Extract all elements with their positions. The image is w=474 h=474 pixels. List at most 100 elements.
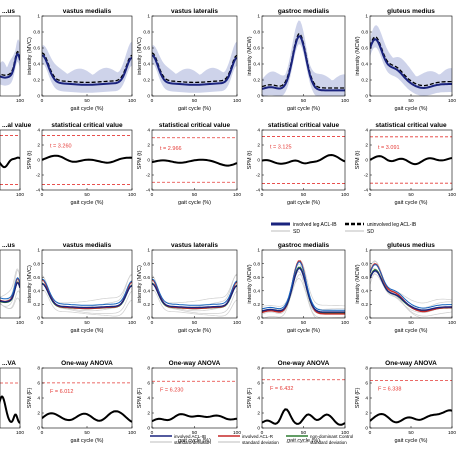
spm-curve [42,154,132,164]
alt-line [42,278,132,306]
y-tick-label: 2 [37,411,40,417]
legend-top-sd-label: SD [293,229,300,235]
legend-bottom-b-label: involved ACL-R [242,434,274,439]
x-tick-label: 50 [408,430,414,436]
legend-top: involved leg ACL-IB SD uninvolved leg AC… [271,222,417,235]
critical-value-label: t = 3.125 [270,145,292,151]
panel-r0-c1: vastus medialis 0 50 100 0 0.2 0.4 0.6 0.8 1 gait … [27,8,136,112]
panel-title: vastus medialis [63,242,112,249]
y-tick-label: 0.6 [361,275,368,281]
x-tick-label: 100 [233,98,241,104]
critical-value-label: F = 6.012 [50,389,73,395]
y-tick-label: 6 [365,381,368,387]
y-tick-label: 0.6 [33,46,40,52]
y-tick-label: 0.2 [33,302,40,308]
sd-line [0,268,20,298]
y-tick-label: 4 [257,396,260,402]
axes-box [0,129,21,191]
plot-area [0,135,20,185]
legend-bottom-sd2-label: standard deviation [242,440,279,445]
x-axis-label: gait cycle (%) [394,328,427,334]
panel-title: vastus medialis [63,8,112,15]
panel-title: statistical critical value [51,122,123,129]
alt-line [262,261,345,311]
y-tick-label: 0.4 [143,62,150,68]
y-axis-label: intensity (MCW) [355,264,361,303]
y-tick-label: 8 [37,366,40,372]
y-axis-label: SPM {F} [137,388,143,409]
y-tick-label: 0.6 [361,46,368,52]
x-tick-label: 0 [41,98,44,104]
panel-title: ...VA [2,360,16,367]
axes-box [0,249,21,319]
y-tick-label: 1 [37,248,40,254]
x-tick-label: 50 [192,430,198,436]
alt-line [0,277,20,300]
panel-r3-c1: One-way ANOVA F = 6.012 0 50 100 0 2 4 6 8 gait cy… [27,360,136,444]
y-tick-label: 0 [147,426,150,432]
y-tick-label: 4 [365,128,368,134]
y-axis-label: SPM {F} [355,388,361,409]
panel-title: gastroc medialis [278,242,330,249]
panel-r3-c4: One-way ANOVA F = 6.338 0 50 100 0 2 4 6 8 gait cy… [355,360,456,444]
y-tick-label: 0.8 [33,261,40,267]
y-tick-label: -4 [146,188,151,194]
y-tick-label: 2 [257,411,260,417]
x-tick-label: 100 [128,320,136,326]
axes-box [0,367,21,429]
x-axis-label: gait cycle (%) [287,106,320,112]
y-tick-label: 0.8 [33,30,40,36]
sd-band [0,39,20,86]
y-tick-label: 0.4 [143,289,150,295]
y-tick-label: 0 [365,158,368,164]
spm-curve [0,156,20,169]
x-tick-label: 50 [408,98,414,104]
panel-title: statistical critical value [375,122,447,129]
legend-bottom: involved ACL-IB standard deviation invol… [150,434,353,445]
x-tick-label: 100 [233,430,241,436]
spm-f-curve [370,409,452,424]
x-tick-label: 100 [128,192,136,198]
sd-band [370,25,452,96]
y-tick-label: 0.2 [361,78,368,84]
panel-title: statistical critical value [159,122,231,129]
y-tick-label: 0.4 [33,289,40,295]
panel-title: gluteus medius [387,8,435,15]
y-tick-label: 0.2 [33,78,40,84]
y-tick-label: 1 [365,14,368,20]
sd-line [42,273,132,308]
x-axis-label: gait cycle (%) [178,200,211,206]
plot-area [262,379,345,426]
critical-value-label: F = 6.432 [270,386,293,392]
sd-line [152,289,237,317]
y-tick-label: 0.8 [253,30,260,36]
plot-area [370,380,452,424]
y-tick-label: 0.8 [361,261,368,267]
y-tick-label: 2 [147,411,150,417]
spm-f-curve [152,413,237,423]
plot-area [262,259,345,318]
x-tick-label: 0 [41,192,44,198]
y-tick-label: 0.6 [33,275,40,281]
y-tick-label: 0.6 [143,46,150,52]
spm-f-curve [0,395,20,424]
spm-curve [152,158,237,167]
plot-area [262,20,345,96]
x-tick-label: 100 [448,192,456,198]
panel-title: ...al value [2,122,32,129]
y-tick-label: 0 [37,316,40,322]
y-tick-label: 6 [147,381,150,387]
panel-r1-c1: statistical critical value t = 3.260 0 50 10… [27,122,136,206]
x-tick-label: 100 [341,320,349,326]
panel-r2-c4: gluteus medius 0 50 100 0 0.2 0.4 0.6 0.8 1 gait c… [355,242,456,334]
x-tick-label: 50 [408,320,414,326]
plot-area [262,136,345,184]
plot-area [42,382,132,423]
panel-r2-c0: ...us 100 [0,242,24,326]
acl-ib-line [0,281,20,303]
acl-ib-line [262,267,345,313]
plot-area [370,136,452,184]
x-tick-label: 0 [151,320,154,326]
plot-area [152,273,237,317]
axes-box [369,367,453,429]
